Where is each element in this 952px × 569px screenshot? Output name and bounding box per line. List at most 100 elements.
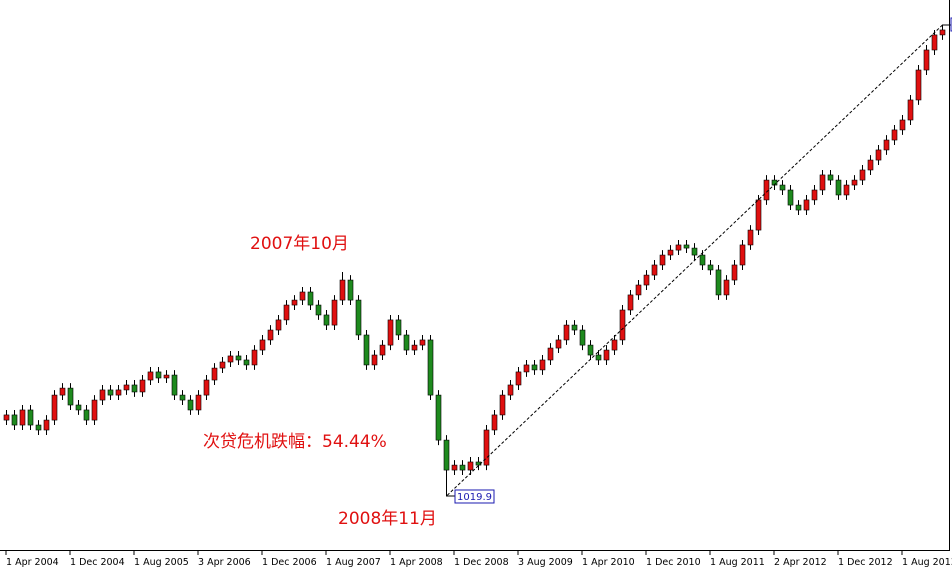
candle-body [923,49,930,71]
candle-body [739,244,746,266]
candle-body [691,247,698,256]
candle-body [427,339,434,396]
candle-body [347,279,354,301]
candle-body [315,304,322,316]
candle-body [939,29,946,36]
candle-body [875,149,882,161]
candle-body [275,319,282,331]
candle-body [779,184,786,191]
candle-body [395,319,402,336]
candle-body [51,394,58,421]
candle-body [195,394,202,411]
candle-body [899,119,906,131]
candle-body [291,299,298,306]
x-tick-label: 1 Aug 2011 [710,557,765,568]
candle-body [139,379,146,393]
x-tick-label: 3 Apr 2006 [198,557,251,568]
candle-body [83,409,90,421]
candle-body [459,464,466,471]
candle-body [27,409,34,426]
candle-body [907,99,914,121]
candle-body [811,189,818,201]
candle-body [915,69,922,101]
candle-body [563,324,570,341]
candle-body [443,439,450,471]
candle-body [339,279,346,301]
candle-body [115,389,122,396]
candle-body [827,174,834,181]
candle-body [731,264,738,281]
candle-body [163,374,170,379]
candle-body [67,387,74,406]
candle-body [123,384,130,391]
candle-body [883,139,890,151]
x-tick-label: 1 Aug 2007 [326,557,381,568]
candle-body [763,179,770,201]
candle-body [891,129,898,141]
candle-body [243,359,250,366]
candle-body [627,294,634,311]
candle-body [435,394,442,441]
candle-body [867,159,874,171]
candle-body [323,314,330,326]
candle-body [259,339,266,351]
candle-body [851,179,858,186]
candle-body [59,387,66,396]
candle-body [651,264,658,276]
candle-body [131,384,138,393]
x-tick-label: 1 Dec 2010 [646,557,701,568]
candle-body [539,359,546,371]
candle-body [483,429,490,466]
candle-body [507,384,514,396]
candle-body [467,461,474,471]
candle-body [707,264,714,271]
candle-body [531,364,538,371]
candle-body [411,344,418,351]
candle-body [587,344,594,356]
candle-body [683,244,690,249]
candle-body [355,299,362,336]
candle-body [595,354,602,361]
candle-body [11,414,18,426]
candle-body [747,229,754,246]
trough-label: 1019.9 [457,492,492,503]
candle-body [3,414,10,421]
candle-body [611,339,618,351]
candle-body [795,204,802,211]
candle-body [547,347,554,361]
x-tick-label: 3 Aug 2009 [518,557,573,568]
candle-body [99,389,106,401]
candle-body [227,355,234,363]
x-tick-label: 1 Dec 2012 [838,557,893,568]
candle-body [267,329,274,341]
candle-body [107,389,114,396]
candle-body [659,254,666,266]
candle-body [491,414,498,431]
candle-body [203,379,210,396]
candle-body [211,367,218,381]
candle-body [419,339,426,346]
candle-body [379,344,386,356]
candle-body [515,371,522,386]
x-tick-label: 1 Dec 2008 [454,557,509,568]
x-tick-label: 2 Apr 2012 [774,557,827,568]
x-tick-label: 1 Dec 2004 [70,557,125,568]
candle-body [19,409,26,426]
annotation: 2008年11月 [338,509,437,529]
x-tick-label: 1 Dec 2006 [262,557,317,568]
candle-body [619,309,626,341]
candle-body [715,269,722,296]
candle-body [403,334,410,351]
candle-body [675,244,682,251]
candle-body [331,299,338,326]
candle-body [843,184,850,196]
candle-body [155,371,162,379]
candle-body [555,339,562,349]
candle-body [643,274,650,286]
candle-body [755,199,762,231]
candle-body [371,354,378,366]
candle-body [171,374,178,396]
annotation: 次贷危机跌幅：54.44% [203,432,387,452]
